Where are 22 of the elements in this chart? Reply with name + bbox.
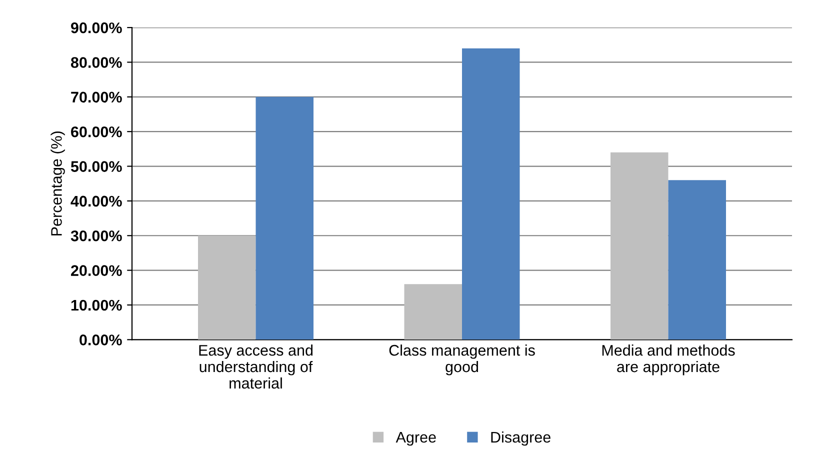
x-tick-label: Class management is good: [389, 344, 535, 376]
y-tick-label: 30.00%: [70, 230, 122, 242]
bar: [610, 152, 668, 340]
bar: [668, 180, 726, 340]
y-tick-label: 10.00%: [71, 300, 122, 311]
y-tick-label: 0.00%: [80, 334, 122, 346]
y-tick-label: 60.00%: [71, 126, 122, 138]
bar: [404, 284, 462, 340]
legend-label: Disagree: [491, 431, 550, 446]
y-tick-label: 50.00%: [70, 161, 122, 172]
bar: [256, 96, 314, 340]
legend-label: Agree: [396, 432, 436, 446]
bar: [198, 236, 256, 340]
y-tick-label: 20.00%: [70, 265, 122, 276]
y-tick-label: 40.00%: [70, 196, 122, 207]
y-tick-label: 70.00%: [71, 92, 122, 103]
bar: [462, 48, 520, 340]
x-tick-label: Media and methods are appropriate: [602, 344, 735, 376]
x-tick-label: Easy access and understanding of material: [199, 344, 313, 389]
y-tick-label: 90.00%: [70, 22, 122, 34]
y-axis-title: Percentage (%): [50, 131, 65, 236]
y-tick-label: 80.00%: [70, 57, 122, 68]
